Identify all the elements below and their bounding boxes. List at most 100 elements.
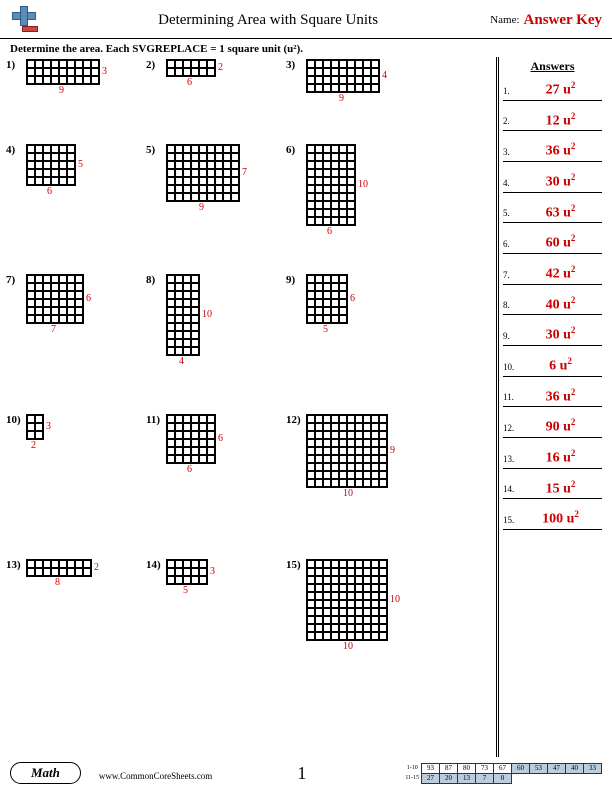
answer-row: 12.90 u2 bbox=[503, 417, 602, 438]
unit-grid bbox=[306, 414, 388, 488]
problem-number: 2) bbox=[146, 59, 155, 71]
unit-grid bbox=[166, 144, 240, 202]
problem-number: 14) bbox=[146, 559, 161, 571]
unit-grid bbox=[306, 144, 356, 226]
unit-grid bbox=[26, 559, 92, 577]
height-label: 10 bbox=[358, 179, 368, 190]
answer-row: 9.30 u2 bbox=[503, 325, 602, 346]
score-cell: 80 bbox=[458, 763, 476, 773]
problem-number: 10) bbox=[6, 414, 21, 426]
height-label: 10 bbox=[202, 309, 212, 320]
answer-number: 7. bbox=[503, 270, 519, 280]
height-label: 2 bbox=[94, 562, 99, 573]
problem-number: 6) bbox=[286, 144, 295, 156]
answer-value: 60 u2 bbox=[519, 233, 602, 252]
answer-number: 13. bbox=[503, 454, 519, 464]
score-cell: 13 bbox=[458, 773, 476, 783]
divider bbox=[0, 38, 612, 39]
source-url: www.CommonCoreSheets.com bbox=[99, 771, 212, 781]
answer-value: 63 u2 bbox=[519, 203, 602, 222]
answer-value: 36 u2 bbox=[519, 141, 602, 160]
answer-number: 8. bbox=[503, 300, 519, 310]
instruction-text: Determine the area. Each SVGREPLACE = 1 … bbox=[0, 41, 612, 57]
answers-heading: Answers bbox=[503, 59, 602, 74]
grid-wrap: 39 bbox=[26, 59, 100, 85]
unit-grid bbox=[166, 414, 216, 464]
logo-icon bbox=[10, 6, 38, 34]
problem-number: 12) bbox=[286, 414, 301, 426]
score-cell: 47 bbox=[548, 763, 566, 773]
width-label: 6 bbox=[47, 186, 52, 197]
height-label: 6 bbox=[350, 293, 355, 304]
score-cell: 20 bbox=[440, 773, 458, 783]
width-label: 9 bbox=[59, 85, 64, 96]
problems-area: 1)392)263)494)565)796)1067)678)1049)6510… bbox=[6, 57, 496, 757]
page-title: Determining Area with Square Units bbox=[46, 12, 490, 29]
score-cell: 27 bbox=[422, 773, 440, 783]
height-label: 3 bbox=[210, 566, 215, 577]
height-label: 6 bbox=[86, 293, 91, 304]
height-label: 10 bbox=[390, 594, 400, 605]
answer-number: 12. bbox=[503, 423, 519, 433]
answer-row: 11.36 u2 bbox=[503, 387, 602, 408]
width-label: 7 bbox=[51, 324, 56, 335]
answer-number: 1. bbox=[503, 86, 519, 96]
answer-key-label: Answer Key bbox=[524, 12, 602, 29]
name-label: Name: bbox=[490, 14, 519, 26]
score-cell: 93 bbox=[422, 763, 440, 773]
height-label: 5 bbox=[78, 159, 83, 170]
height-label: 6 bbox=[218, 433, 223, 444]
width-label: 6 bbox=[327, 226, 332, 237]
footer: Math www.CommonCoreSheets.com 1 1-109387… bbox=[0, 762, 612, 784]
answer-value: 90 u2 bbox=[519, 417, 602, 436]
answer-value: 100 u2 bbox=[519, 509, 602, 528]
answer-number: 4. bbox=[503, 178, 519, 188]
subject-badge: Math bbox=[10, 762, 81, 784]
answer-row: 5.63 u2 bbox=[503, 203, 602, 224]
answer-number: 15. bbox=[503, 515, 519, 525]
unit-grid bbox=[26, 274, 84, 324]
answer-value: 27 u2 bbox=[519, 80, 602, 99]
grid-wrap: 79 bbox=[166, 144, 240, 202]
grid-wrap: 35 bbox=[166, 559, 208, 585]
answer-row: 10.6 u2 bbox=[503, 356, 602, 377]
problem-number: 11) bbox=[146, 414, 160, 426]
score-cell: 0 bbox=[494, 773, 512, 783]
grid-wrap: 26 bbox=[166, 59, 216, 77]
grid-wrap: 104 bbox=[166, 274, 200, 356]
height-label: 3 bbox=[46, 421, 51, 432]
problem-number: 8) bbox=[146, 274, 155, 286]
content: 1)392)263)494)565)796)1067)678)1049)6510… bbox=[0, 57, 612, 757]
width-label: 2 bbox=[31, 440, 36, 451]
unit-grid bbox=[26, 414, 44, 440]
problem-number: 4) bbox=[6, 144, 15, 156]
score-cell: 60 bbox=[512, 763, 530, 773]
problem-number: 5) bbox=[146, 144, 155, 156]
grid-wrap: 56 bbox=[26, 144, 76, 186]
problem-number: 9) bbox=[286, 274, 295, 286]
answer-value: 12 u2 bbox=[519, 111, 602, 130]
height-label: 7 bbox=[242, 167, 247, 178]
unit-grid bbox=[306, 559, 388, 641]
grid-wrap: 1010 bbox=[306, 559, 388, 641]
answer-number: 2. bbox=[503, 116, 519, 126]
answer-row: 3.36 u2 bbox=[503, 141, 602, 162]
score-cell: 40 bbox=[566, 763, 584, 773]
answer-value: 6 u2 bbox=[519, 356, 602, 375]
answer-number: 10. bbox=[503, 362, 519, 372]
unit-grid bbox=[306, 274, 348, 324]
width-label: 6 bbox=[187, 464, 192, 475]
width-label: 10 bbox=[343, 488, 353, 499]
height-label: 9 bbox=[390, 445, 395, 456]
problem-number: 15) bbox=[286, 559, 301, 571]
grid-wrap: 49 bbox=[306, 59, 380, 93]
score-cell: 33 bbox=[584, 763, 602, 773]
width-label: 9 bbox=[199, 202, 204, 213]
unit-grid bbox=[26, 144, 76, 186]
answer-number: 5. bbox=[503, 208, 519, 218]
width-label: 8 bbox=[55, 577, 60, 588]
answer-value: 36 u2 bbox=[519, 387, 602, 406]
answer-row: 14.15 u2 bbox=[503, 479, 602, 500]
grid-wrap: 910 bbox=[306, 414, 388, 488]
unit-grid bbox=[166, 559, 208, 585]
